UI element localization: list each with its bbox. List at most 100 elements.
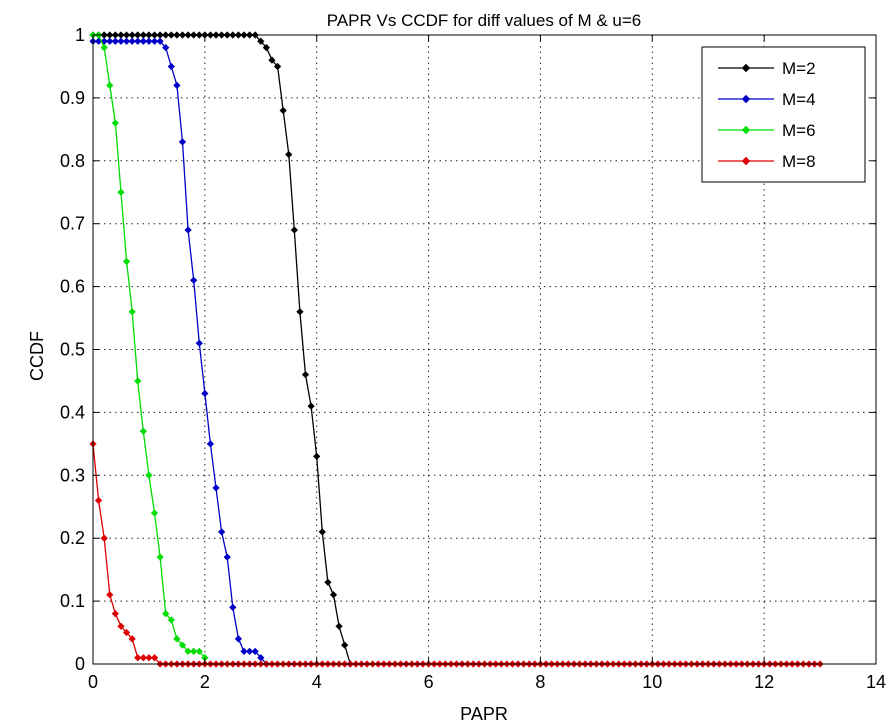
data-point-m4 <box>190 276 198 284</box>
data-point-m6 <box>117 188 125 196</box>
legend-marker <box>741 156 751 166</box>
x-tick-label: 2 <box>200 672 210 692</box>
data-point-m6 <box>178 641 187 649</box>
legend-label: M=2 <box>782 59 816 78</box>
data-point-m4 <box>201 389 209 398</box>
data-point-m4 <box>240 647 248 656</box>
axis-ticks: 0 2 4 6 8 10 12 14 0 0.1 0.2 0.3 0.4 0.5 0.6 0.7 0.8 0.9 1 <box>60 25 886 692</box>
legend-marker <box>741 125 751 135</box>
series-m6 <box>89 31 209 662</box>
data-point-m6 <box>184 647 192 656</box>
data-point-m8 <box>117 622 125 630</box>
data-point-m6 <box>100 43 108 52</box>
data-point-m4 <box>234 635 243 643</box>
data-point-m6 <box>106 81 114 89</box>
data-point-m2 <box>285 150 293 159</box>
data-point-m4 <box>184 226 192 234</box>
data-point-m8 <box>94 496 103 505</box>
legend-marker <box>741 63 751 73</box>
x-tick-label: 6 <box>424 672 434 692</box>
data-point-m6 <box>111 119 119 127</box>
y-tick-label: 0.3 <box>60 465 85 485</box>
x-tick-label: 14 <box>866 672 886 692</box>
data-point-m2 <box>273 62 282 71</box>
legend-item-m8: M=8 <box>718 152 816 171</box>
data-point-m6 <box>162 610 170 618</box>
data-point-m4 <box>229 603 237 612</box>
data-point-m2 <box>290 226 298 234</box>
legend: M=2 M=4 M=6 M=8 <box>701 46 866 183</box>
data-point-m2 <box>341 641 349 649</box>
x-tick-label: 0 <box>88 672 98 692</box>
data-point-m2 <box>329 591 338 599</box>
data-point-m8 <box>128 635 136 643</box>
y-tick-label: 0.7 <box>60 214 85 234</box>
data-point-m2 <box>318 528 326 536</box>
data-point-m4 <box>178 138 187 146</box>
legend-marker <box>741 94 751 104</box>
data-point-m6 <box>156 553 164 561</box>
data-point-m6 <box>195 647 203 656</box>
data-point-m4 <box>128 37 136 45</box>
data-point-m4 <box>150 37 159 45</box>
y-tick-label: 0.5 <box>60 340 85 360</box>
data-point-m8 <box>100 534 108 542</box>
data-point-m8 <box>111 610 119 618</box>
y-tick-label: 0.8 <box>60 151 85 171</box>
data-point-m4 <box>145 37 153 45</box>
legend-item-m6: M=6 <box>718 121 816 140</box>
data-point-m6 <box>139 427 147 435</box>
y-tick-label: 0.1 <box>60 591 85 611</box>
data-point-m4 <box>212 484 220 492</box>
x-tick-label: 8 <box>535 672 545 692</box>
legend-box <box>701 46 866 183</box>
data-point-m4 <box>167 62 175 71</box>
data-point-m4 <box>139 37 147 45</box>
y-tick-label: 0.2 <box>60 528 85 548</box>
data-point-m4 <box>111 37 119 45</box>
data-point-m2 <box>335 622 343 630</box>
data-point-m6 <box>134 377 142 385</box>
data-point-m4 <box>206 440 215 448</box>
data-point-m4 <box>117 37 125 45</box>
data-point-m2 <box>279 106 287 115</box>
data-point-m4 <box>223 553 231 561</box>
x-tick-label: 4 <box>312 672 322 692</box>
y-tick-label: 0.9 <box>60 88 85 108</box>
data-point-m6 <box>145 471 153 479</box>
data-point-m4 <box>134 37 142 45</box>
y-tick-label: 0.6 <box>60 277 85 297</box>
data-point-m8 <box>122 628 131 637</box>
chart-title: PAPR Vs CCDF for diff values of M & u=6 <box>327 11 641 30</box>
data-point-m2 <box>262 43 271 52</box>
y-tick-label: 1 <box>75 25 85 45</box>
series-m4 <box>89 37 271 668</box>
data-point-m8 <box>139 654 147 662</box>
legend-label: M=8 <box>782 152 816 171</box>
data-point-m4 <box>156 37 164 45</box>
legend-item-m2: M=2 <box>718 59 816 78</box>
y-tick-label: 0.4 <box>60 402 85 422</box>
x-tick-label: 10 <box>642 672 662 692</box>
data-point-m4 <box>195 339 203 347</box>
data-point-m6 <box>190 647 198 656</box>
data-point-m8 <box>145 654 153 662</box>
data-point-m6 <box>128 308 136 316</box>
data-point-m8 <box>134 654 142 662</box>
data-point-m6 <box>173 635 181 643</box>
data-point-m2 <box>324 578 332 586</box>
data-point-m4 <box>173 81 181 89</box>
data-point-m2 <box>257 37 265 45</box>
data-point-m6 <box>150 509 159 517</box>
data-point-m8 <box>150 654 159 662</box>
data-point-m2 <box>307 402 315 410</box>
x-tick-label: 12 <box>754 672 774 692</box>
grid <box>93 35 876 664</box>
data-point-m8 <box>106 591 114 599</box>
legend-label: M=6 <box>782 121 816 140</box>
data-point-m2 <box>301 371 310 379</box>
data-point-m4 <box>218 528 226 536</box>
data-point-m4 <box>122 37 131 45</box>
